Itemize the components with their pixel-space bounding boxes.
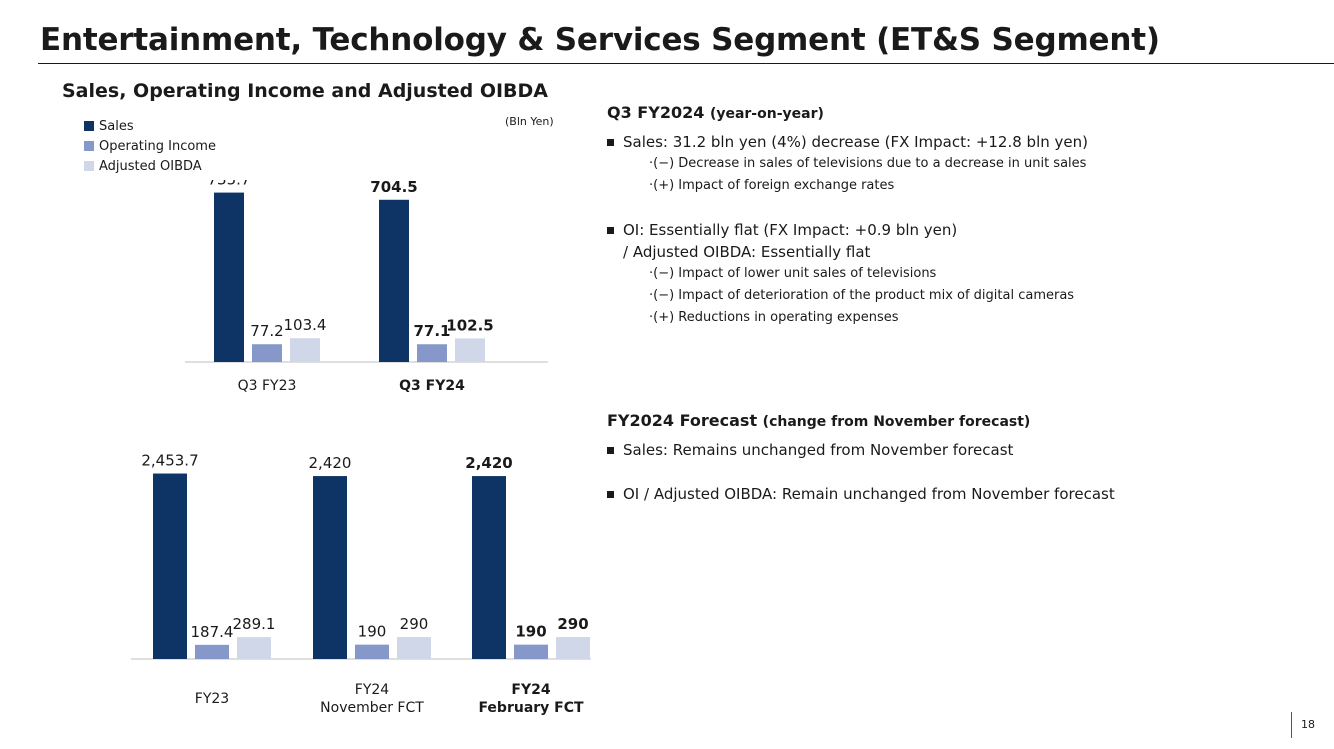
data-label: 77.1	[413, 322, 450, 340]
category-label: February FCT	[478, 700, 584, 716]
legend-item-adjusted-oibda: Adjusted OIBDA	[84, 156, 216, 176]
legend-label-operating-income: Operating Income	[99, 138, 216, 154]
data-label: 187.4	[191, 623, 234, 641]
data-label: 190	[358, 623, 387, 641]
bar-adjusted-oibda	[397, 637, 431, 659]
data-label: 103.4	[284, 316, 327, 334]
chart-legend: Sales Operating Income Adjusted OIBDA	[84, 116, 216, 176]
q3-oi-item: ·(−) Impact of deterioration of the prod…	[649, 288, 1075, 303]
data-label: 2,420	[309, 454, 352, 472]
bar-adjusted-oibda	[237, 637, 271, 659]
unit-label: (Bln Yen)	[505, 115, 554, 128]
forecast-heading-sub: (change from November forecast)	[762, 414, 1031, 430]
data-label: 289.1	[233, 615, 276, 633]
data-label: 102.5	[446, 316, 493, 334]
data-label: 704.5	[370, 180, 417, 196]
category-label: November FCT	[320, 700, 424, 716]
q3-heading-sub: (year-on-year)	[709, 106, 824, 122]
forecast-sales-bullet: Sales: Remains unchanged from November f…	[607, 439, 1207, 461]
bar-adjusted-oibda	[556, 637, 590, 659]
bar-operating-income	[514, 644, 548, 659]
data-label: 2,420	[465, 454, 512, 472]
q3-oi-bullet: OI: Essentially flat (FX Impact: +0.9 bl…	[607, 219, 1207, 241]
data-label: 290	[557, 615, 588, 633]
bar-sales	[472, 476, 506, 659]
legend-item-sales: Sales	[84, 116, 216, 136]
page-title: Entertainment, Technology & Services Seg…	[40, 22, 1160, 58]
page-number: 18	[1291, 712, 1315, 738]
q3-heading-main: Q3 FY2024	[607, 103, 705, 122]
q3-oi-item: ·(−) Impact of lower unit sales of telev…	[649, 266, 937, 281]
legend-swatch-sales	[84, 121, 94, 131]
fy-bar-chart: 2,453.7 187.4 289.1 FY23 2,420 190 290 FY24 Nove…	[131, 452, 591, 716]
bar-operating-income	[252, 344, 282, 362]
legend-swatch-operating-income	[84, 141, 94, 151]
data-label: 735.7	[208, 180, 251, 189]
data-label: 190	[515, 623, 546, 641]
category-label: Q3 FY23	[238, 378, 297, 394]
title-divider	[38, 63, 1334, 64]
q3-commentary: Q3 FY2024 (year-on-year) Sales: 31.2 bln…	[607, 103, 1207, 329]
data-label: 290	[400, 615, 429, 633]
legend-label-adjusted-oibda: Adjusted OIBDA	[99, 158, 202, 174]
forecast-heading-main: FY2024 Forecast	[607, 411, 758, 430]
chart-heading: Sales, Operating Income and Adjusted OIB…	[62, 80, 549, 102]
bar-operating-income	[195, 644, 229, 659]
data-label: 2,453.7	[141, 452, 198, 470]
category-label: FY24	[355, 682, 390, 698]
bar-sales	[313, 476, 347, 659]
bar-sales	[379, 199, 409, 362]
category-label: FY23	[195, 691, 229, 707]
forecast-oi-bullet: OI / Adjusted OIBDA: Remain unchanged fr…	[607, 483, 1207, 505]
bar-operating-income	[417, 344, 447, 362]
q3-heading: Q3 FY2024 (year-on-year)	[607, 103, 1207, 122]
category-label: Q3 FY24	[399, 378, 465, 394]
legend-swatch-adjusted-oibda	[84, 161, 94, 171]
q3-sales-item: ·(−) Decrease in sales of televisions du…	[649, 156, 1087, 171]
q3-sales-item: ·(+) Impact of foreign exchange rates	[649, 178, 895, 193]
bar-adjusted-oibda	[290, 338, 320, 362]
bar-operating-income	[355, 644, 389, 659]
bar-sales	[153, 473, 187, 659]
bar-adjusted-oibda	[455, 338, 485, 362]
legend-label-sales: Sales	[99, 118, 134, 134]
bar-sales	[214, 192, 244, 362]
legend-item-operating-income: Operating Income	[84, 136, 216, 156]
q3-oi-item: ·(+) Reductions in operating expenses	[649, 310, 899, 325]
q3-oibda-line: / Adjusted OIBDA: Essentially flat	[623, 243, 871, 261]
q3-sales-bullet: Sales: 31.2 bln yen (4%) decrease (FX Im…	[607, 131, 1207, 153]
category-label: FY24	[511, 682, 550, 698]
forecast-heading: FY2024 Forecast (change from November fo…	[607, 411, 1207, 430]
forecast-commentary: FY2024 Forecast (change from November fo…	[607, 411, 1207, 505]
data-label: 77.2	[250, 322, 283, 340]
